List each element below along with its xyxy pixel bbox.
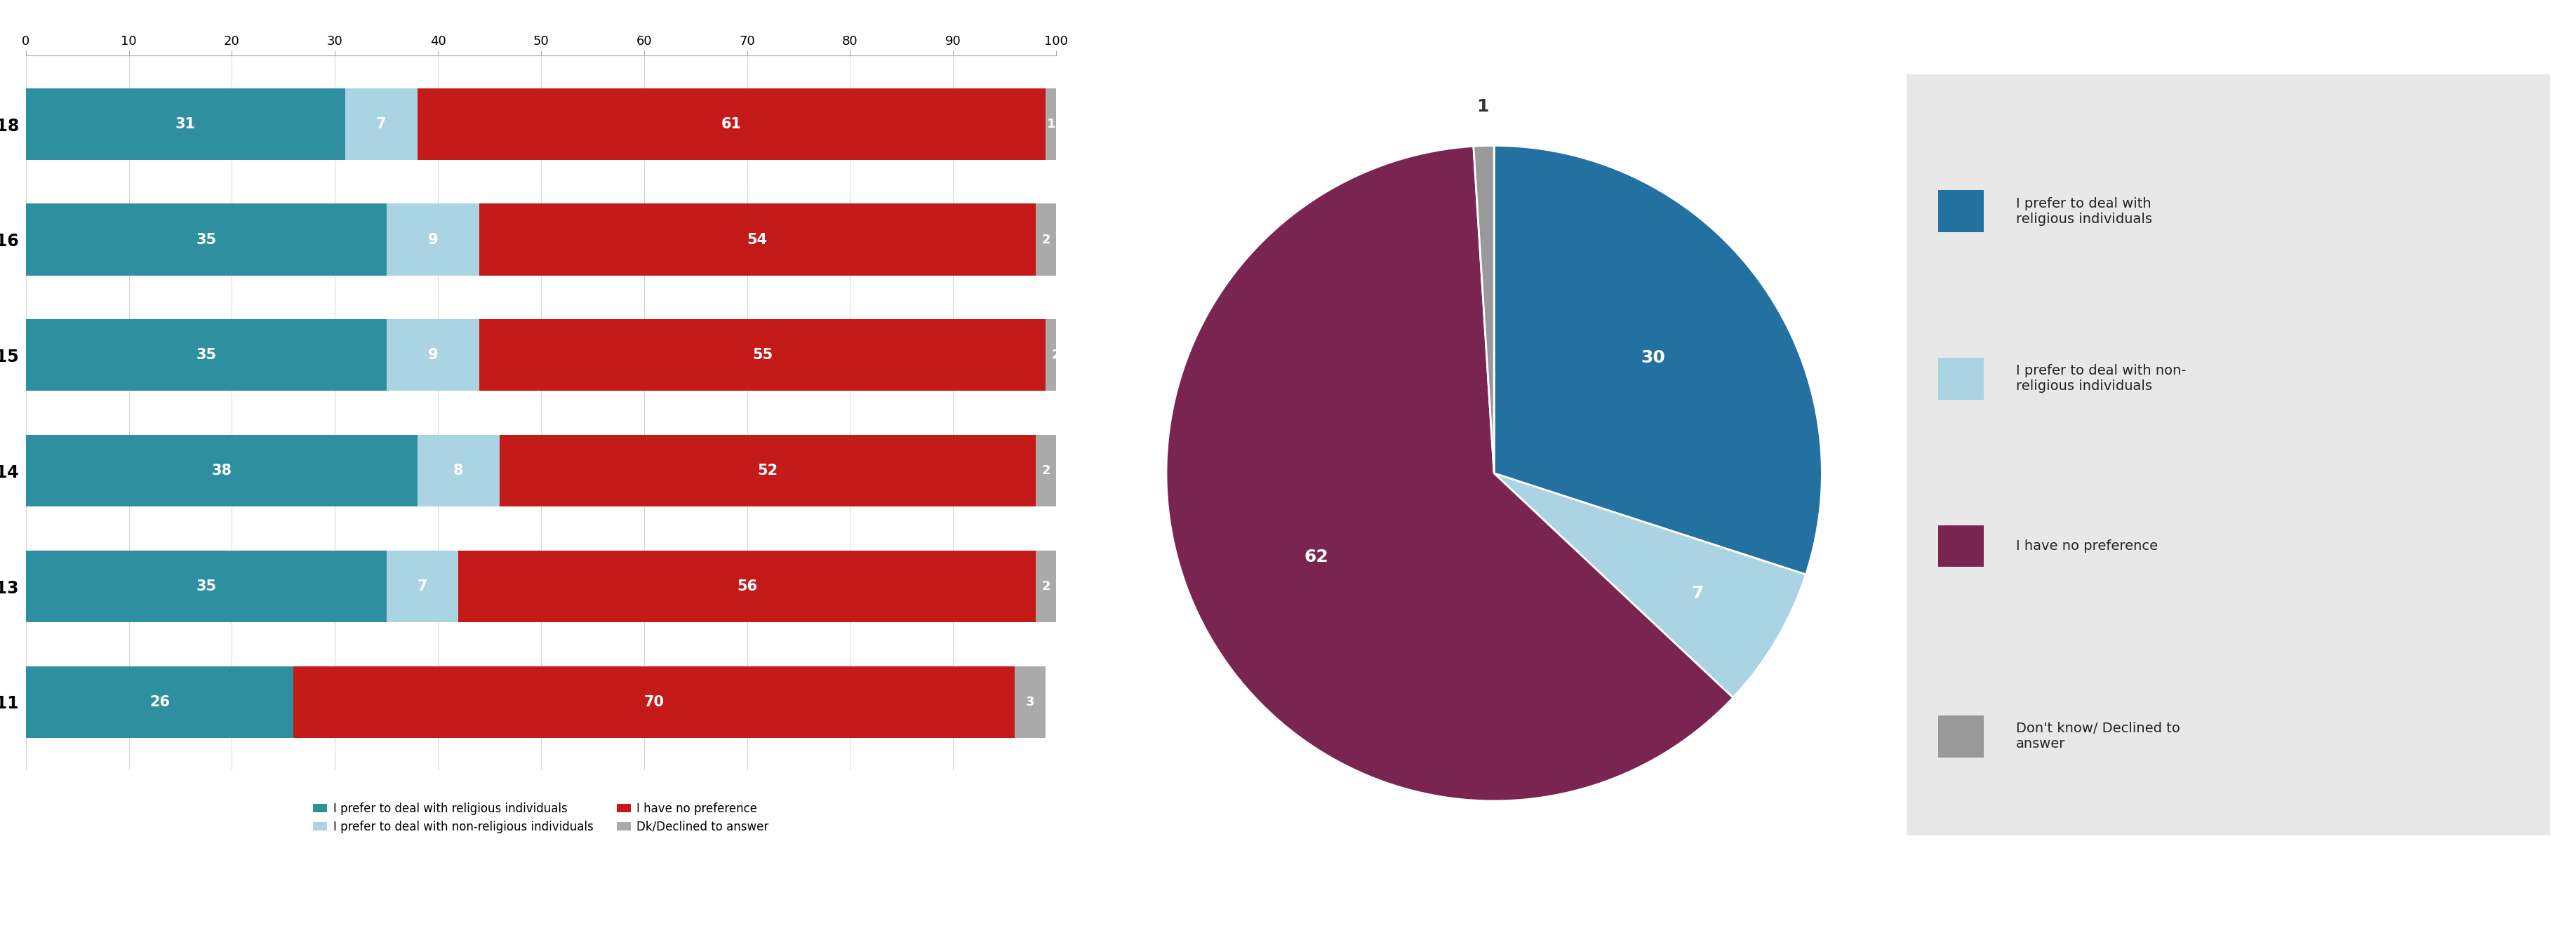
Bar: [1036, 550, 1056, 622]
Text: 1: 1: [1476, 98, 1489, 115]
Bar: [386, 319, 479, 391]
Text: 3: 3: [1025, 696, 1036, 708]
Text: 2: 2: [1041, 464, 1051, 477]
Bar: [26, 319, 386, 391]
Bar: [26, 435, 417, 507]
FancyBboxPatch shape: [1937, 715, 1984, 757]
Text: 9: 9: [428, 348, 438, 362]
Bar: [479, 204, 1036, 276]
Text: 7: 7: [417, 579, 428, 593]
Text: 31: 31: [175, 117, 196, 131]
Bar: [417, 435, 500, 507]
Text: 55: 55: [752, 348, 773, 362]
Text: 35: 35: [196, 233, 216, 247]
Bar: [1036, 204, 1056, 276]
Text: 54: 54: [747, 233, 768, 247]
Bar: [1036, 435, 1056, 507]
FancyBboxPatch shape: [1937, 190, 1984, 232]
Text: 56: 56: [737, 579, 757, 593]
Bar: [26, 88, 345, 160]
Bar: [26, 666, 294, 738]
Bar: [345, 88, 417, 160]
Text: 38: 38: [211, 464, 232, 478]
Text: 70: 70: [644, 695, 665, 709]
Text: I have no preference: I have no preference: [2014, 539, 2159, 553]
Bar: [386, 550, 459, 622]
Text: 35: 35: [196, 579, 216, 593]
Text: 2: 2: [1041, 580, 1051, 593]
Bar: [479, 319, 1046, 391]
Text: 61: 61: [721, 117, 742, 131]
FancyBboxPatch shape: [1906, 74, 2550, 835]
Bar: [1046, 319, 1066, 391]
Text: 7: 7: [376, 117, 386, 131]
FancyBboxPatch shape: [1937, 525, 1984, 567]
Text: Don't know/ Declined to
answer: Don't know/ Declined to answer: [2014, 722, 2179, 751]
Text: 2: 2: [1051, 349, 1061, 362]
Text: 26: 26: [149, 695, 170, 709]
Text: 62: 62: [1303, 548, 1329, 565]
Text: 8: 8: [453, 464, 464, 478]
Text: 9: 9: [428, 233, 438, 247]
Bar: [26, 204, 386, 276]
Legend: I prefer to deal with religious individuals, I prefer to deal with non-religious: I prefer to deal with religious individu…: [309, 797, 773, 838]
Wedge shape: [1473, 146, 1494, 473]
Bar: [1046, 88, 1056, 160]
Text: 30: 30: [1641, 349, 1667, 367]
Bar: [459, 550, 1036, 622]
Text: I prefer to deal with
religious individuals: I prefer to deal with religious individu…: [2014, 197, 2151, 226]
Bar: [294, 666, 1015, 738]
Bar: [417, 88, 1046, 160]
Text: 52: 52: [757, 464, 778, 478]
Text: 7: 7: [1692, 585, 1703, 602]
Bar: [1015, 666, 1046, 738]
Wedge shape: [1494, 146, 1821, 574]
Text: 1: 1: [1046, 118, 1056, 130]
Text: I prefer to deal with non-
religious individuals: I prefer to deal with non- religious ind…: [2014, 365, 2187, 393]
Bar: [26, 550, 386, 622]
Wedge shape: [1494, 473, 1806, 698]
Text: 35: 35: [196, 348, 216, 362]
FancyBboxPatch shape: [1937, 357, 1984, 400]
Bar: [500, 435, 1036, 507]
Bar: [386, 204, 479, 276]
Text: 2: 2: [1041, 233, 1051, 246]
Wedge shape: [1167, 147, 1734, 801]
